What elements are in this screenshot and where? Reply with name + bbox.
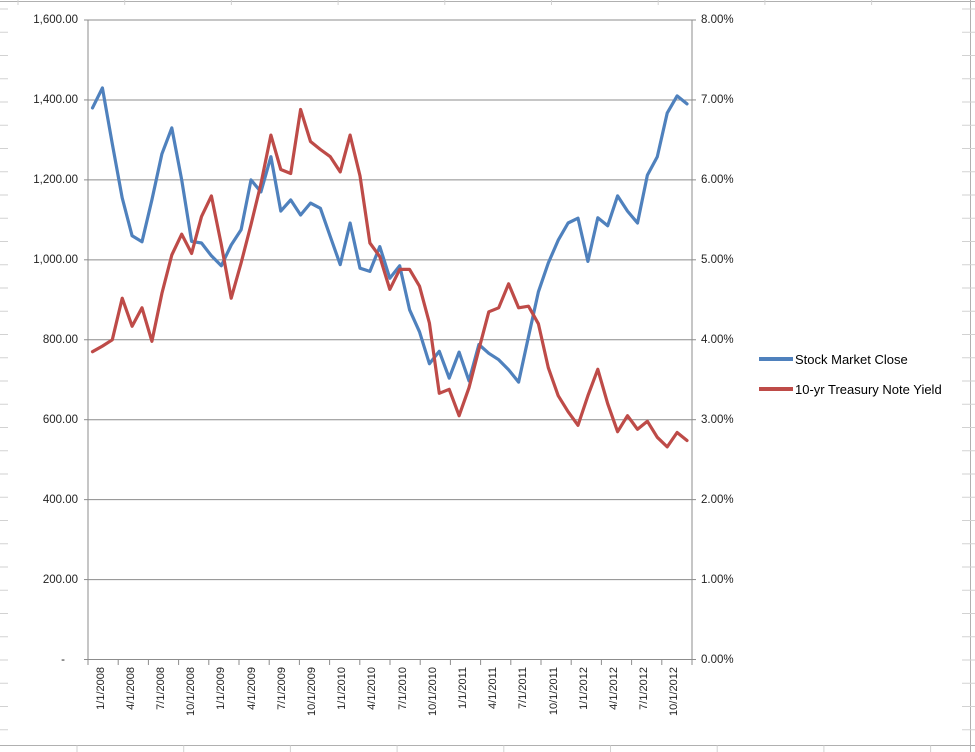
legend-item-stock-market-close: Stock Market Close xyxy=(759,351,908,367)
right-axis-label: 5.00% xyxy=(701,253,734,266)
x-axis-date-label: 10/1/2011 xyxy=(547,667,560,716)
x-axis-date-label: 1/1/2011 xyxy=(456,667,469,710)
x-axis-date-label: 1/1/2012 xyxy=(577,667,590,710)
x-axis-date-label: 4/1/2009 xyxy=(245,667,258,710)
x-axis-date-label: 4/1/2012 xyxy=(607,667,620,710)
left-axis-label: 1,400.00 xyxy=(33,93,78,106)
legend-label-stock-market-close: Stock Market Close xyxy=(795,351,908,367)
left-axis-label: 800.00 xyxy=(42,333,78,346)
right-axis-label: 7.00% xyxy=(701,93,734,106)
legend-swatch-stock-market-close xyxy=(759,357,793,361)
x-axis-date-label: 7/1/2008 xyxy=(154,667,167,710)
x-axis-date-label: 4/1/2008 xyxy=(124,667,137,710)
legend-label-treasury-yield: 10-yr Treasury Note Yield xyxy=(795,381,942,397)
left-axis-label: 1,600.00 xyxy=(33,14,78,26)
right-axis-label: 4.00% xyxy=(701,333,734,346)
series-line-stock-market-close xyxy=(90,86,689,384)
left-axis-label: 400.00 xyxy=(42,493,78,506)
right-axis-label: 1.00% xyxy=(701,573,734,586)
right-axis-label: 0.00% xyxy=(701,653,734,666)
right-axis-label: 3.00% xyxy=(701,413,734,426)
x-axis-date-label: 7/1/2011 xyxy=(517,667,530,710)
x-axis-date-label: 7/1/2009 xyxy=(275,667,288,710)
series-line-treasury-yield xyxy=(90,107,689,449)
x-axis-date-label: 10/1/2008 xyxy=(185,667,198,716)
x-axis-date-label: 7/1/2010 xyxy=(396,667,409,710)
x-axis-date-label: 4/1/2010 xyxy=(366,667,379,710)
left-axis-label: 1,200.00 xyxy=(33,173,78,186)
left-axis-label: 600.00 xyxy=(42,413,78,426)
left-axis-label: 1,000.00 xyxy=(33,253,78,266)
right-axis-label: 2.00% xyxy=(701,493,734,506)
x-axis-date-label: 1/1/2010 xyxy=(336,667,349,710)
x-axis-date-label: 1/1/2009 xyxy=(215,667,228,710)
left-axis-label: 200.00 xyxy=(42,573,78,586)
legend-item-treasury-yield: 10-yr Treasury Note Yield xyxy=(759,381,942,397)
legend-swatch-treasury-yield xyxy=(759,387,793,391)
x-axis-date-label: 1/1/2008 xyxy=(94,667,107,710)
right-axis-label: 8.00% xyxy=(701,14,734,26)
right-axis-label: 6.00% xyxy=(701,173,734,186)
x-axis-date-label: 7/1/2012 xyxy=(638,667,651,710)
left-axis-label: - xyxy=(61,653,65,666)
x-axis-date-label: 10/1/2012 xyxy=(668,667,681,716)
x-axis-date-label: 10/1/2009 xyxy=(305,667,318,716)
x-axis-date-label: 10/1/2010 xyxy=(426,667,439,716)
x-axis-date-label: 4/1/2011 xyxy=(487,667,500,710)
